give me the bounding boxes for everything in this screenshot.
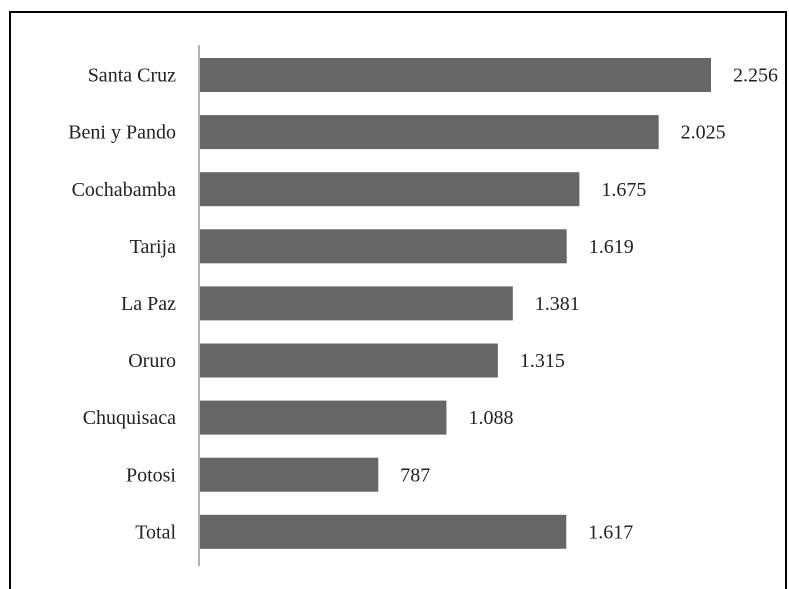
value-label: 1.315 bbox=[520, 350, 565, 372]
value-label: 1.675 bbox=[601, 179, 646, 201]
value-label: 2.025 bbox=[681, 122, 726, 144]
category-label: Oruro bbox=[128, 350, 176, 372]
category-label: Total bbox=[135, 521, 176, 543]
frame bbox=[9, 11, 787, 589]
category-label: Chuquisaca bbox=[83, 407, 176, 429]
category-label: La Paz bbox=[121, 293, 176, 315]
category-label: Santa Cruz bbox=[88, 65, 176, 87]
category-label: Potosi bbox=[126, 464, 176, 486]
value-label: 1.617 bbox=[588, 521, 633, 543]
bar bbox=[200, 58, 711, 92]
category-label: Beni y Pando bbox=[68, 122, 176, 144]
bar bbox=[200, 229, 567, 264]
bar bbox=[200, 400, 447, 435]
category-label: Cochabamba bbox=[72, 179, 177, 201]
bar bbox=[200, 115, 659, 150]
value-label: 2.256 bbox=[733, 65, 778, 87]
bar bbox=[200, 343, 498, 378]
category-label: Tarija bbox=[130, 236, 176, 258]
bar bbox=[200, 172, 580, 207]
bar bbox=[200, 457, 379, 492]
value-label: 787 bbox=[400, 464, 430, 486]
value-label: 1.381 bbox=[535, 293, 580, 315]
bar bbox=[200, 286, 513, 321]
value-label: 1.619 bbox=[589, 236, 634, 258]
value-label: 1.088 bbox=[468, 407, 513, 429]
bar bbox=[200, 514, 567, 549]
